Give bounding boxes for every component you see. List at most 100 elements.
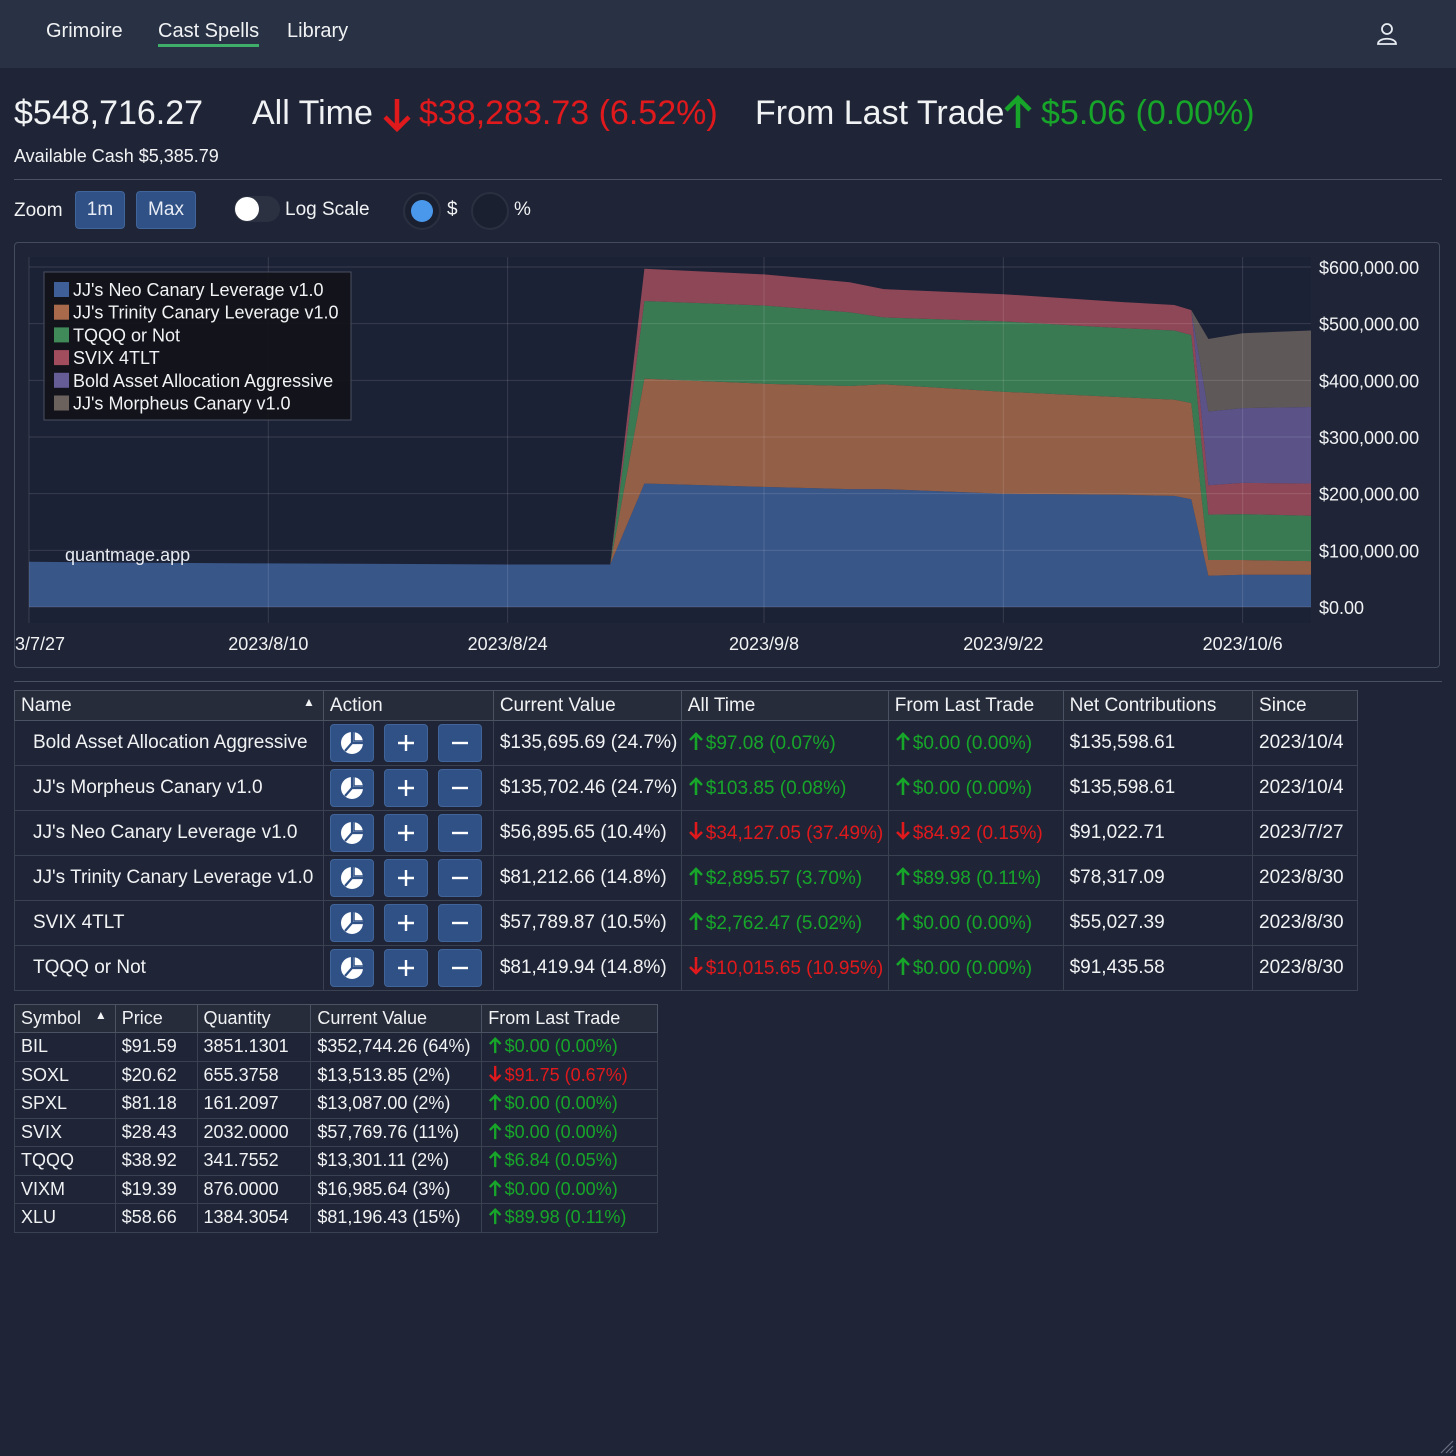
add-funds-button[interactable] xyxy=(383,724,428,762)
pie-chart-icon xyxy=(340,775,365,799)
resize-handle-icon[interactable] xyxy=(1438,1438,1454,1454)
col-header-net-contributions[interactable]: Net Contributions xyxy=(1062,690,1254,721)
last-trade-change: $0.00 (0.00%) xyxy=(887,720,1064,766)
allocation-pie-button[interactable] xyxy=(329,814,374,852)
remove-funds-button[interactable] xyxy=(437,814,482,852)
legend-swatch xyxy=(54,282,69,297)
table-row[interactable]: JJ's Morpheus Canary v1.0 $135,702.46 (24… xyxy=(14,765,1358,811)
divider xyxy=(14,681,1442,682)
col-header-since[interactable]: Since xyxy=(1252,690,1358,721)
plus-icon xyxy=(397,960,414,976)
series-area-0 xyxy=(29,483,1311,607)
pie-chart-icon xyxy=(340,955,365,979)
table-row[interactable]: VIXM $19.39 876.0000 $16,985.64 (3%) $0.00 (… xyxy=(14,1174,658,1204)
strategy-name[interactable]: JJ's Neo Canary Leverage v1.0 xyxy=(14,810,324,856)
zoom-1m-button[interactable]: 1m xyxy=(75,191,125,229)
allocation-pie-button[interactable] xyxy=(329,904,374,942)
col-header-from-last-trade[interactable]: From Last Trade xyxy=(481,1004,658,1033)
price: $91.59 xyxy=(114,1032,198,1062)
log-scale-toggle[interactable] xyxy=(234,196,280,222)
table-row[interactable]: BIL $91.59 3851.1301 $352,744.26 (64%) $0.00… xyxy=(14,1032,658,1062)
nav-cast-spells[interactable]: Cast Spells xyxy=(158,20,260,47)
col-header-current-value[interactable]: Current Value xyxy=(310,1004,483,1033)
last-trade-change: $84.92 (0.15%) xyxy=(887,810,1064,856)
col-header-current-value[interactable]: Current Value xyxy=(492,690,682,721)
add-funds-button[interactable] xyxy=(383,904,428,942)
table-row[interactable]: SVIX $28.43 2032.0000 $57,769.76 (11%) $0.00… xyxy=(14,1117,658,1147)
strategy-name[interactable]: SVIX 4TLT xyxy=(14,900,324,946)
last-trade-change: $6.84 (0.05%) xyxy=(481,1146,658,1176)
col-header-quantity[interactable]: Quantity xyxy=(196,1004,312,1033)
strategy-name[interactable]: JJ's Trinity Canary Leverage v1.0 xyxy=(14,855,324,901)
remove-funds-button[interactable] xyxy=(437,949,482,987)
action-cell xyxy=(322,810,494,856)
price: $58.66 xyxy=(114,1203,198,1233)
zoom-max-button[interactable]: Max xyxy=(136,191,196,229)
last-trade-change: $0.00 (0.00%) xyxy=(887,945,1064,991)
col-header-all-time[interactable]: All Time xyxy=(680,690,889,721)
current-value: $81,419.94 (14.8%) xyxy=(492,945,682,991)
remove-funds-button[interactable] xyxy=(437,859,482,897)
table-row[interactable]: XLU $58.66 1384.3054 $81,196.43 (15%) $89.98… xyxy=(14,1203,658,1233)
last-trade-change: $0.00 (0.00%) xyxy=(481,1032,658,1062)
remove-funds-button[interactable] xyxy=(437,904,482,942)
table-row[interactable]: TQQQ or Not $81,419.94 (14.8%) $10,015.65 … xyxy=(14,945,1358,991)
last-trade-change: $0.00 (0.00%) xyxy=(887,900,1064,946)
dollar-mode-radio[interactable] xyxy=(403,192,441,230)
nav-library[interactable]: Library xyxy=(287,20,349,42)
portfolio-chart[interactable]: $0.00 $100,000.00 $200,000.00 $300,000.00 $4… xyxy=(14,242,1440,668)
strategies-table: Name ▲ Action Current Value All Time From… xyxy=(14,690,1358,991)
arrow-up-icon xyxy=(895,867,910,885)
allocation-pie-button[interactable] xyxy=(329,949,374,987)
since-date: 2023/10/4 xyxy=(1252,765,1358,811)
top-nav: Grimoire Cast Spells Library xyxy=(0,0,1456,68)
table-row[interactable]: Bold Asset Allocation Aggressive $135,695… xyxy=(14,720,1358,766)
current-value: $13,513.85 (2%) xyxy=(310,1060,483,1090)
add-funds-button[interactable] xyxy=(383,949,428,987)
last-trade-change: $0.00 (0.00%) xyxy=(481,1089,658,1119)
table-row[interactable]: SOXL $20.62 655.3758 $13,513.85 (2%) $91.75 … xyxy=(14,1060,658,1090)
quantity: 3851.1301 xyxy=(196,1032,312,1062)
col-header-from-last-trade[interactable]: From Last Trade xyxy=(887,690,1064,721)
col-header-name[interactable]: Name ▲ xyxy=(14,690,324,721)
add-funds-button[interactable] xyxy=(383,769,428,807)
y-tick-label: $200,000.00 xyxy=(1319,485,1419,505)
allocation-pie-button[interactable] xyxy=(329,724,374,762)
percent-mode-radio[interactable] xyxy=(471,192,509,230)
legend-swatch xyxy=(54,372,69,388)
col-header-action[interactable]: Action xyxy=(322,690,494,721)
user-icon[interactable] xyxy=(1376,22,1398,46)
strategy-name[interactable]: TQQQ or Not xyxy=(14,945,324,991)
last-trade-change: $91.75 (0.67%) xyxy=(481,1060,658,1090)
legend-swatch xyxy=(54,395,69,411)
strategy-name[interactable]: JJ's Morpheus Canary v1.0 xyxy=(14,765,324,811)
table-row[interactable]: JJ's Trinity Canary Leverage v1.0 $81,212… xyxy=(14,855,1358,901)
strategy-name[interactable]: Bold Asset Allocation Aggressive xyxy=(14,720,324,766)
col-header-symbol[interactable]: Symbol ▲ xyxy=(14,1004,116,1033)
table-row[interactable]: SPXL $81.18 161.2097 $13,087.00 (2%) $0.00 (… xyxy=(14,1089,658,1119)
remove-funds-button[interactable] xyxy=(437,724,482,762)
current-value: $81,212.66 (14.8%) xyxy=(492,855,682,901)
table-row[interactable]: JJ's Neo Canary Leverage v1.0 $56,895.65 … xyxy=(14,810,1358,856)
arrow-down-icon xyxy=(895,822,910,840)
table-row[interactable]: TQQQ $38.92 341.7552 $13,301.11 (2%) $6.84 (… xyxy=(14,1146,658,1176)
col-header-price[interactable]: Price xyxy=(114,1004,198,1033)
arrow-up-icon xyxy=(688,867,703,885)
quantity: 876.0000 xyxy=(196,1174,312,1204)
allocation-pie-button[interactable] xyxy=(329,859,374,897)
all-time-change: $10,015.65 (10.95%) xyxy=(680,945,889,991)
quantity: 1384.3054 xyxy=(196,1203,312,1233)
nav-grimoire[interactable]: Grimoire xyxy=(46,20,123,42)
add-funds-button[interactable] xyxy=(383,859,428,897)
table-row[interactable]: SVIX 4TLT $57,789.87 (10.5%) $2,762.47 (5.… xyxy=(14,900,1358,946)
all-time-change: $97.08 (0.07%) xyxy=(680,720,889,766)
symbol: SOXL xyxy=(14,1060,116,1090)
arrow-up-icon xyxy=(895,957,910,975)
remove-funds-button[interactable] xyxy=(437,769,482,807)
symbol: TQQQ xyxy=(14,1146,116,1176)
since-date: 2023/8/30 xyxy=(1252,855,1358,901)
add-funds-button[interactable] xyxy=(383,814,428,852)
allocation-pie-button[interactable] xyxy=(329,769,374,807)
last-trade-change: $0.00 (0.00%) xyxy=(887,765,1064,811)
since-date: 2023/10/4 xyxy=(1252,720,1358,766)
